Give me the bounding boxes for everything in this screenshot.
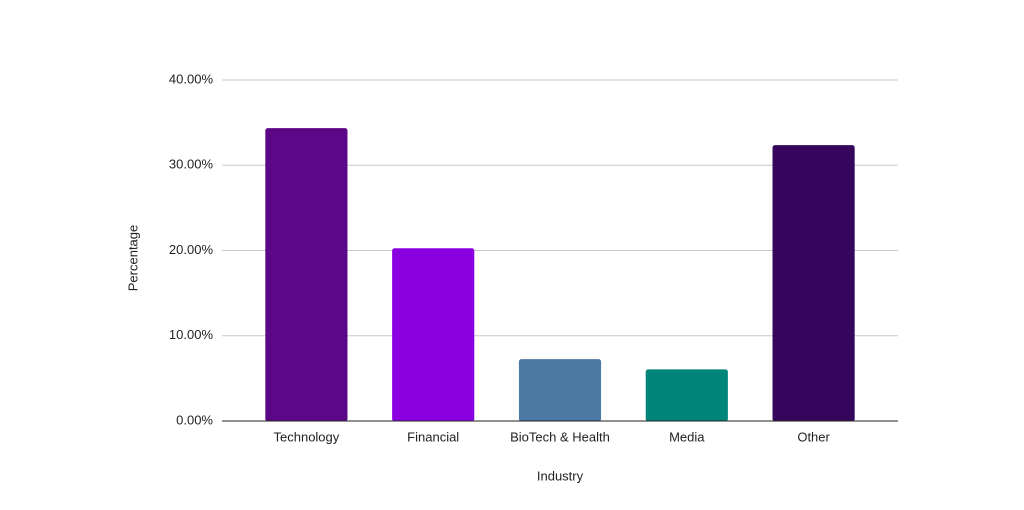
bar	[392, 248, 475, 422]
y-axis-title: Percentage	[125, 225, 140, 292]
x-tick-label: Other	[797, 429, 830, 444]
bar	[265, 128, 348, 422]
x-axis-title: Industry	[537, 468, 584, 483]
bar	[772, 145, 855, 422]
y-tick-label: 10.00%	[169, 327, 214, 342]
y-tick-label: 20.00%	[169, 242, 214, 257]
x-tick-label: BioTech & Health	[510, 429, 610, 444]
y-tick-label: 0.00%	[176, 412, 213, 427]
x-tick-label: Financial	[407, 429, 459, 444]
x-tick-label: Media	[669, 429, 705, 444]
x-tick-label: Technology	[274, 429, 340, 444]
bar	[645, 369, 728, 422]
y-tick-label: 30.00%	[169, 157, 214, 172]
bar	[518, 359, 602, 422]
y-tick-label: 40.00%	[169, 71, 214, 86]
